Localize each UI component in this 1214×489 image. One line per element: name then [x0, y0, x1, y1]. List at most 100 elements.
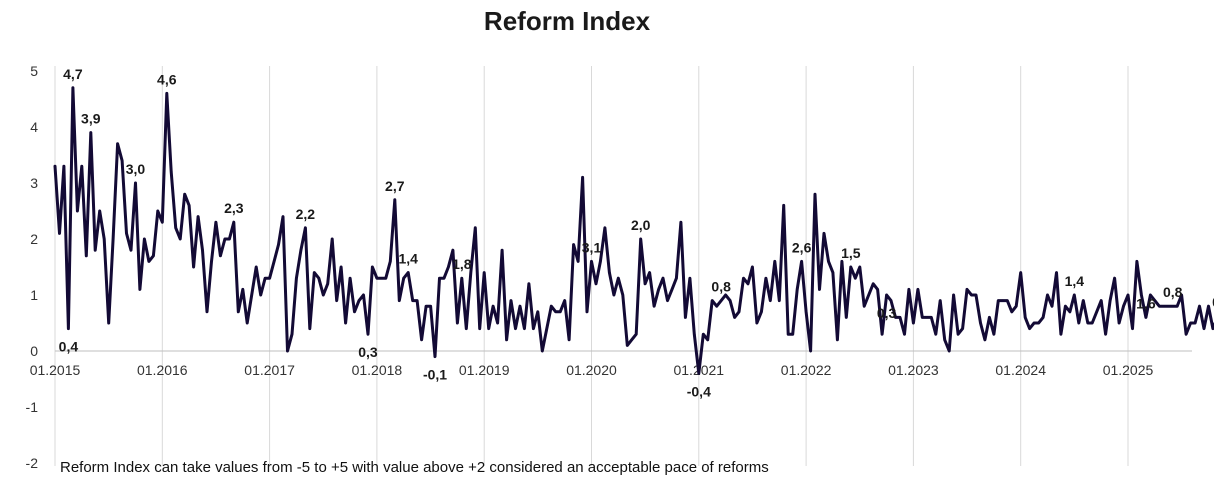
data-point — [746, 282, 750, 285]
data-point — [523, 327, 526, 330]
data-point — [626, 344, 629, 347]
data-point — [192, 265, 195, 269]
data-point — [1126, 293, 1130, 297]
data-point — [545, 327, 548, 330]
data-point — [639, 237, 642, 241]
data-point — [120, 159, 124, 162]
data-point — [1064, 305, 1067, 308]
data-point — [71, 86, 75, 90]
data-label: 1,6 — [1136, 295, 1156, 311]
data-label: 3,1 — [582, 239, 602, 255]
data-point — [559, 310, 562, 313]
data-point — [1189, 321, 1192, 325]
data-label: 0,3 — [358, 344, 378, 360]
data-point — [80, 165, 84, 168]
data-point — [541, 349, 544, 353]
x-tick-label: 01.2016 — [137, 362, 188, 378]
data-point — [241, 288, 244, 291]
data-point — [232, 221, 235, 224]
data-point — [635, 333, 638, 336]
data-point — [509, 299, 513, 302]
x-tick-label: 01.2023 — [888, 362, 939, 378]
data-point — [1104, 333, 1107, 336]
data-point — [970, 293, 973, 297]
data-point — [1144, 316, 1148, 319]
data-label: 0,4 — [59, 339, 79, 355]
data-point — [134, 181, 137, 185]
data-point — [210, 260, 213, 263]
data-point — [576, 260, 580, 263]
data-point — [755, 321, 759, 325]
data-point — [773, 260, 776, 263]
data-point — [286, 349, 289, 353]
data-point — [880, 333, 884, 336]
data-point — [1149, 293, 1152, 297]
data-point — [67, 327, 70, 330]
data-point — [845, 316, 848, 319]
y-tick-label: 1 — [30, 287, 38, 303]
data-point — [791, 333, 794, 336]
data-point — [608, 271, 611, 274]
data-point — [1001, 299, 1004, 302]
data-label: -0,1 — [423, 367, 447, 383]
data-point — [219, 254, 222, 257]
data-point — [129, 249, 133, 252]
data-point — [380, 277, 383, 280]
data-point — [863, 305, 866, 308]
data-point — [344, 321, 347, 325]
data-point — [782, 204, 785, 207]
data-point — [594, 282, 598, 285]
data-point — [183, 193, 186, 196]
data-point — [867, 293, 870, 297]
data-label: 1,8 — [452, 256, 472, 272]
data-point — [988, 316, 991, 319]
data-point — [98, 209, 101, 213]
data-point — [733, 316, 736, 319]
data-point — [424, 305, 428, 308]
data-point — [196, 215, 200, 218]
data-point — [205, 310, 209, 313]
data-point — [688, 277, 692, 280]
data-point — [187, 204, 191, 207]
data-point — [1176, 305, 1179, 308]
data-label: 0,8 — [711, 279, 731, 295]
data-point — [764, 277, 768, 280]
x-tick-label: 01.2017 — [244, 362, 295, 378]
data-point — [313, 271, 316, 274]
data-point — [684, 316, 687, 319]
data-point — [599, 260, 602, 263]
data-point — [590, 260, 593, 263]
data-point — [281, 215, 285, 218]
data-point — [348, 277, 352, 280]
data-point — [389, 260, 392, 263]
data-point — [621, 293, 624, 297]
data-point — [299, 249, 303, 252]
data-point — [496, 321, 499, 325]
data-point — [384, 277, 387, 280]
data-point — [277, 243, 280, 246]
data-label: -0,4 — [687, 383, 711, 399]
data-point — [670, 288, 674, 291]
data-point — [652, 305, 656, 308]
data-point — [308, 327, 311, 330]
x-tick-label: 01.2018 — [352, 362, 403, 378]
data-point — [469, 271, 472, 274]
data-point — [912, 321, 915, 325]
data-point — [818, 288, 821, 291]
y-tick-label: 2 — [30, 231, 38, 247]
data-point — [1032, 321, 1036, 325]
data-point — [778, 299, 781, 302]
data-point — [1162, 305, 1166, 308]
data-point — [237, 310, 240, 313]
data-point — [997, 299, 1000, 302]
data-point — [898, 316, 902, 319]
data-point — [1135, 260, 1139, 263]
data-point — [921, 316, 924, 319]
data-point — [840, 260, 844, 263]
data-point — [1211, 327, 1214, 330]
data-point — [250, 293, 253, 297]
data-point — [536, 310, 539, 313]
data-point — [290, 333, 294, 336]
data-point — [433, 355, 437, 358]
data-point — [317, 277, 320, 280]
